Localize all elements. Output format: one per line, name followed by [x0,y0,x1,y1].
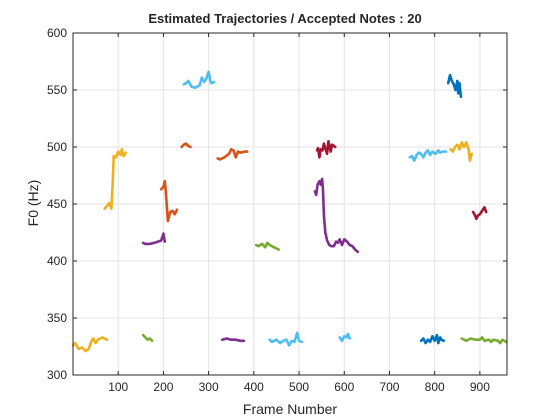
note-trajectory [315,140,337,159]
note-trajectory [180,142,192,149]
note-trajectory [71,336,109,353]
x-tick-label: 900 [470,380,490,394]
y-axis-label: F0 (Hz) [25,180,41,227]
x-tick-label: 100 [108,380,128,394]
y-tick-label: 500 [47,140,67,154]
y-tick-label: 350 [47,311,67,325]
note-trajectory [220,337,246,343]
note-trajectory [471,206,488,221]
note-trajectory [460,336,508,345]
x-tick-label: 700 [379,380,399,394]
note-trajectory [216,148,249,161]
x-tick-label: 600 [334,380,354,394]
note-trajectory [182,70,216,89]
note-trajectory [141,232,167,246]
y-tick-label: 600 [47,26,67,40]
note-trajectory [408,149,448,162]
y-tick-label: 450 [47,197,67,211]
chart-title: Estimated Trajectories / Accepted Notes … [148,11,421,26]
note-trajectory [313,177,360,254]
x-tick-label: 300 [199,380,219,394]
note-trajectory [268,331,304,347]
note-trajectory [449,141,474,162]
series-layer [71,70,508,353]
note-trajectory [419,333,446,345]
x-tick-label: 400 [244,380,264,394]
note-trajectory [254,241,281,251]
x-tick-label: 800 [425,380,445,394]
y-tick-label: 400 [47,254,67,268]
grid [73,32,507,376]
y-tick-label: 300 [47,368,67,382]
y-tick-label: 550 [47,83,67,97]
x-tick-label: 200 [153,380,173,394]
note-trajectory [159,179,179,223]
x-axis-label: Frame Number [243,401,337,417]
x-tick-label: 500 [289,380,309,394]
note-trajectory [338,332,352,343]
ticks: 100 200 300 400 500 600 700 800 900 300 350 400 450 5… [47,26,507,394]
note-trajectory [141,333,154,343]
note-trajectory [446,73,463,99]
note-trajectory [103,148,128,210]
